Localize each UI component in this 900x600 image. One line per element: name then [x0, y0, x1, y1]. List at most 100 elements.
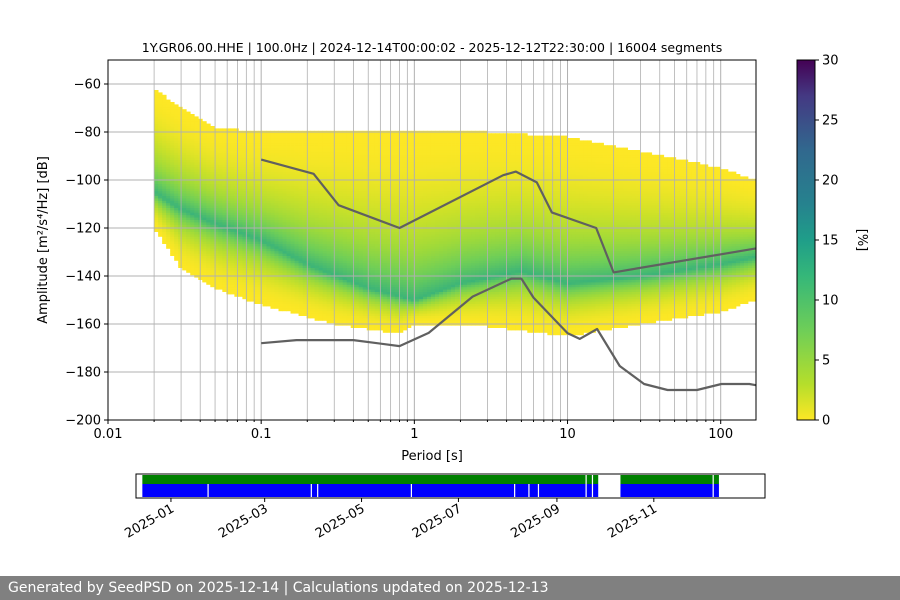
density-cell: [366, 135, 372, 139]
density-cell: [170, 159, 175, 163]
density-cell: [410, 284, 416, 288]
density-cell: [182, 258, 187, 261]
density-cell: [346, 243, 352, 247]
density-cell: [386, 147, 392, 151]
density-cell: [362, 289, 368, 292]
psd-density: [154, 90, 756, 336]
density-cell: [374, 222, 380, 225]
density-cell: [238, 202, 243, 206]
density-cell: [182, 135, 187, 139]
density-cell: [378, 183, 384, 187]
density-cell: [366, 169, 372, 172]
density-cell: [326, 303, 332, 307]
density-cell: [390, 212, 396, 216]
density-cell: [230, 265, 235, 268]
density-cell: [390, 205, 396, 208]
density-cell: [246, 260, 251, 264]
density-cell: [406, 210, 412, 213]
density-cell: [310, 301, 316, 304]
density-cell: [342, 243, 348, 247]
density-cell: [274, 222, 279, 225]
density-cell: [174, 128, 179, 132]
density-cell: [342, 318, 348, 321]
density-cell: [158, 150, 163, 153]
density-cell: [298, 272, 303, 276]
density-cell: [326, 306, 332, 309]
density-cell: [230, 186, 235, 189]
density-cell: [270, 219, 275, 223]
density-cell: [390, 243, 396, 247]
density-cell: [326, 210, 332, 213]
density-cell: [410, 159, 416, 163]
density-cell: [166, 234, 171, 237]
density-cell: [206, 152, 211, 156]
density-cell: [234, 150, 239, 153]
density-cell: [310, 291, 316, 295]
density-cell: [254, 164, 259, 168]
density-cell: [174, 104, 179, 108]
density-cell: [234, 212, 239, 216]
density-cell: [338, 296, 344, 300]
density-cell: [314, 277, 320, 280]
density-cell: [402, 327, 408, 331]
density-cell: [334, 253, 340, 256]
density-cell: [278, 248, 283, 252]
density-cell: [398, 205, 404, 208]
density-cell: [262, 267, 267, 271]
density-cell: [414, 253, 420, 256]
density-cell: [218, 159, 223, 163]
density-cell: [238, 236, 243, 240]
density-cell: [170, 142, 175, 146]
density-cell: [314, 267, 320, 271]
density-cell: [294, 296, 299, 300]
density-cell: [234, 188, 239, 192]
density-cell: [254, 289, 259, 292]
density-cell: [182, 186, 187, 189]
density-cell: [246, 162, 251, 165]
density-cell: [274, 231, 279, 235]
density-cell: [326, 147, 332, 151]
density-cell: [202, 243, 207, 247]
density-cell: [310, 286, 316, 290]
density-cell: [306, 217, 311, 220]
density-cell: [330, 224, 336, 228]
density-cell: [378, 210, 384, 213]
density-cell: [338, 272, 344, 276]
density-cell: [294, 217, 299, 220]
density-cell: [230, 135, 235, 139]
density-cell: [298, 282, 303, 285]
density-cell: [266, 138, 271, 141]
density-cell: [230, 279, 235, 283]
density-cell: [154, 176, 159, 180]
density-cell: [258, 265, 263, 268]
density-cell: [158, 202, 163, 206]
density-cell: [298, 262, 303, 266]
density-cell: [358, 286, 364, 290]
density-cell: [326, 157, 332, 160]
density-cell: [294, 224, 299, 228]
density-cell: [310, 258, 316, 261]
density-cell: [298, 176, 303, 180]
density-cell: [190, 152, 195, 156]
density-cell: [386, 306, 392, 309]
density-cell: [350, 164, 356, 168]
density-cell: [290, 176, 295, 180]
density-cell: [406, 193, 412, 196]
density-cell: [170, 229, 175, 232]
density-cell: [214, 202, 219, 206]
density-cell: [418, 154, 424, 158]
density-cell: [354, 176, 360, 180]
density-cell: [378, 253, 384, 256]
density-cell: [414, 138, 420, 141]
density-cell: [294, 214, 299, 218]
density-cell: [398, 243, 404, 247]
density-cell: [174, 200, 179, 204]
density-cell: [270, 301, 275, 304]
density-cell: [206, 195, 211, 199]
density-cell: [286, 298, 291, 302]
density-cell: [378, 282, 384, 285]
density-cell: [358, 166, 364, 170]
density-cell: [194, 231, 199, 235]
density-cell: [366, 243, 372, 247]
density-cell: [382, 150, 388, 153]
